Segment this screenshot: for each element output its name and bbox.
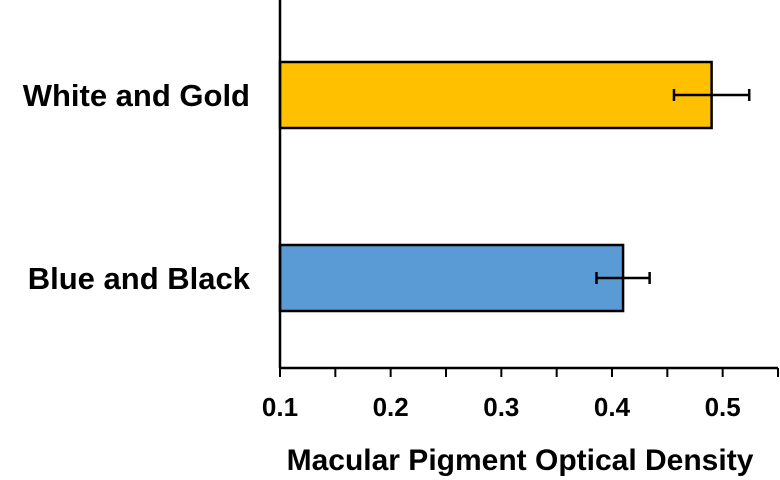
category-label-0: White and Gold bbox=[23, 78, 250, 113]
x-tick-label-3: 0.4 bbox=[594, 392, 631, 422]
x-ticks-group: 0.1 0.2 0.3 0.4 0.5 bbox=[262, 368, 779, 422]
category-label-1: Blue and Black bbox=[28, 261, 251, 296]
bar-0 bbox=[278, 60, 713, 130]
x-tick-label-4: 0.5 bbox=[705, 392, 741, 422]
category-labels-group: White and Gold Blue and Black bbox=[23, 78, 251, 296]
x-tick-label-2: 0.3 bbox=[483, 392, 519, 422]
x-tick-label-0: 0.1 bbox=[262, 392, 298, 422]
x-tick-label-1: 0.2 bbox=[373, 392, 409, 422]
bars-group bbox=[278, 60, 713, 313]
error-bars-group bbox=[595, 89, 751, 284]
x-axis-title: Macular Pigment Optical Density bbox=[287, 444, 754, 477]
bar-1 bbox=[278, 243, 625, 313]
